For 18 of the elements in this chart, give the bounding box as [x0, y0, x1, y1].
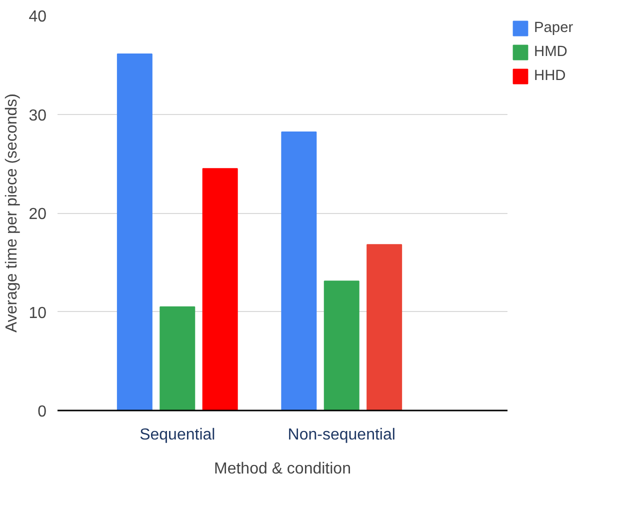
x-tick-label: Sequential — [140, 426, 216, 444]
bar — [281, 132, 317, 410]
bar — [160, 306, 196, 410]
y-tick-label: 30 — [28, 107, 47, 124]
legend-label: HMD — [534, 44, 568, 60]
bar — [324, 280, 360, 410]
y-tick-label: 40 — [28, 8, 47, 26]
x-tick-label: Non-sequential — [288, 426, 396, 444]
y-tick-label: 20 — [28, 206, 47, 223]
legend-label: Paper — [534, 20, 574, 36]
bar — [366, 244, 402, 410]
y-tick-label: 0 — [38, 404, 47, 420]
legend-label: HHD — [534, 68, 566, 84]
y-tick-label: 10 — [28, 304, 47, 322]
x-axis-title: Method & condition — [214, 460, 351, 478]
y-axis-title: Average time per piece (seconds) — [4, 94, 21, 332]
bar — [116, 54, 152, 410]
bar — [202, 168, 238, 410]
